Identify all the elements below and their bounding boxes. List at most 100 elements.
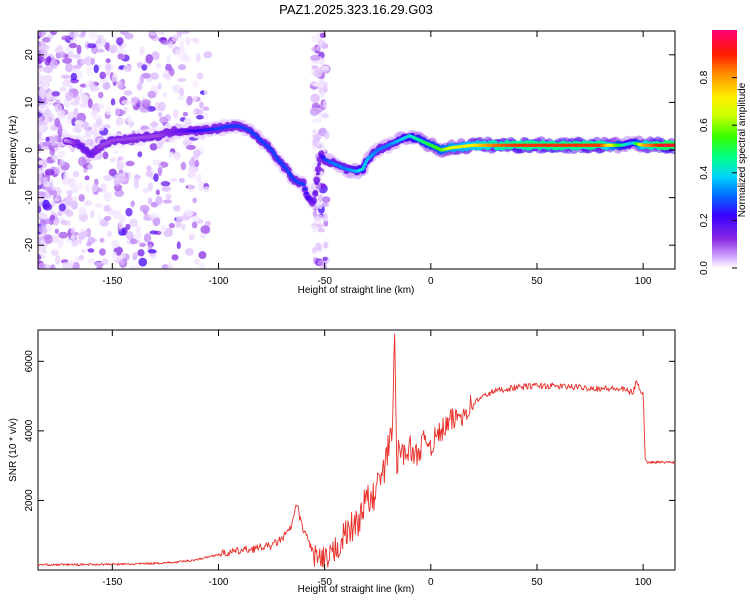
spectrogram-noise-blob bbox=[94, 261, 103, 267]
spectrogram-noise-blob bbox=[58, 203, 66, 212]
spectrogram-noise-blob bbox=[85, 65, 94, 76]
x-tick-label: -150 bbox=[102, 577, 122, 588]
spectrogram-noise-blob bbox=[114, 189, 125, 197]
spectrogram-noise-blob bbox=[139, 74, 144, 85]
spectrogram-ridge-core bbox=[313, 191, 318, 195]
spectrogram-noise-blob bbox=[38, 58, 42, 65]
spectrogram-noise-blob bbox=[176, 31, 182, 38]
spectrogram-noise-blob bbox=[84, 175, 90, 181]
spectrogram-noise-blob bbox=[68, 42, 78, 49]
spectrogram-noise-blob bbox=[116, 162, 124, 170]
spectrogram-noise-blob bbox=[46, 100, 53, 107]
spectrogram-noise-blob bbox=[147, 249, 157, 254]
spectrogram-noise-blob bbox=[72, 64, 82, 70]
spectrogram-noise-blob bbox=[70, 72, 78, 81]
spectrogram-noise-blob bbox=[175, 49, 182, 56]
spectrogram-noise-blob bbox=[61, 177, 69, 185]
spectrogram-noise-blob bbox=[196, 114, 204, 120]
spectrogram-noise-blob bbox=[152, 216, 161, 227]
spectrogram-noise-blob bbox=[311, 65, 318, 70]
spectrogram-noise-blob bbox=[42, 141, 52, 147]
spectrogram-noise-blob bbox=[97, 91, 104, 99]
spectrogram-noise-blob bbox=[173, 205, 181, 212]
spectrogram-noise-blob bbox=[116, 80, 124, 89]
spectrogram-noise-blob bbox=[69, 38, 78, 45]
x-tick-label: 0 bbox=[428, 276, 434, 287]
spectrogram-noise-blob bbox=[317, 38, 325, 47]
spectrogram-noise-blob bbox=[157, 167, 163, 177]
spectrogram-noise-blob bbox=[38, 225, 47, 233]
spectrogram-noise-blob bbox=[85, 184, 90, 193]
spectrogram-noise-blob bbox=[87, 238, 98, 243]
chart-title: PAZ1.2025.323.16.29.G03 bbox=[279, 2, 433, 17]
spectrogram-noise-blob bbox=[196, 53, 201, 63]
spectrogram-noise-blob bbox=[150, 122, 160, 127]
spectrogram-noise-blob bbox=[115, 116, 124, 126]
spectrogram-noise-blob bbox=[83, 56, 94, 66]
spectrogram-noise-blob bbox=[138, 257, 148, 267]
spectrogram-noise-blob bbox=[149, 230, 158, 235]
spectrogram-noise-blob bbox=[62, 80, 72, 87]
spectrogram-noise-blob bbox=[180, 215, 190, 221]
spectrogram-noise-blob bbox=[49, 59, 59, 70]
spectrogram-noise-blob bbox=[129, 238, 138, 245]
spectrogram-noise-blob bbox=[310, 34, 321, 43]
top-x-axis-label: Height of straight line (km) bbox=[298, 285, 415, 296]
colorbar-tick-label: 0.6 bbox=[699, 118, 710, 132]
spectrogram-noise-blob bbox=[44, 168, 55, 176]
spectrogram-noise-blob bbox=[177, 94, 185, 101]
spectrogram-noise-blob bbox=[130, 96, 140, 103]
spectrogram-noise-blob bbox=[312, 248, 317, 255]
spectrogram-noise-blob bbox=[317, 194, 324, 202]
spectrogram-noise-blob bbox=[314, 242, 323, 251]
spectrogram-noise-blob bbox=[118, 222, 124, 230]
x-tick-label: 100 bbox=[635, 577, 652, 588]
spectrogram-noise-blob bbox=[121, 99, 131, 106]
spectrogram-noise-blob bbox=[160, 224, 167, 233]
spectrogram-noise-blob bbox=[54, 47, 63, 54]
spectrogram-noise-blob bbox=[95, 203, 103, 208]
colorbar-tick-label: 0.0 bbox=[699, 261, 710, 275]
spectrogram-noise-blob bbox=[41, 249, 47, 254]
snr-panel: -150 -100 -50 0 50 100 2000 4000 6000 Height of… bbox=[8, 329, 676, 595]
spectrogram-ridge-core bbox=[312, 200, 317, 204]
spectrogram-noise-blob bbox=[130, 200, 135, 206]
spectrogram-noise-blob bbox=[96, 187, 103, 192]
spectrogram-noise-blob bbox=[38, 262, 47, 269]
spectrogram-noise-blob bbox=[125, 160, 135, 167]
spectrogram-noise-blob bbox=[142, 187, 150, 194]
spectrogram-noise-blob bbox=[186, 144, 196, 150]
spectrogram-noise-blob bbox=[147, 182, 154, 192]
bottom-x-axis-label: Height of straight line (km) bbox=[298, 584, 415, 595]
spectrogram-noise-blob bbox=[312, 210, 318, 218]
spectrogram-noise-blob bbox=[57, 151, 66, 159]
spectrogram-noise-blob bbox=[56, 109, 66, 118]
colorbar-label: Normalized spectral amplitude bbox=[737, 82, 748, 217]
spectrogram-noise-blob bbox=[44, 57, 51, 66]
spectrogram-noise-blob bbox=[309, 107, 320, 116]
spectrogram-noise-blob bbox=[198, 262, 206, 269]
spectrogram-noise-blob bbox=[203, 89, 209, 96]
spectrogram-noise-blob bbox=[97, 215, 102, 222]
spectrogram-noise-blob bbox=[157, 101, 166, 112]
spectrogram-noise-blob bbox=[317, 223, 324, 229]
spectrogram-noise-blob bbox=[173, 84, 182, 94]
spectrogram-noise-blob bbox=[194, 159, 200, 168]
y-tick-label: -20 bbox=[24, 238, 35, 253]
spectrogram-noise-blob bbox=[322, 212, 328, 222]
spectrogram-noise-blob bbox=[105, 106, 112, 116]
spectrogram-noise-blob bbox=[180, 31, 190, 35]
spectrogram-noise-blob bbox=[185, 37, 191, 46]
spectrogram-noise-blob bbox=[105, 67, 112, 77]
spectrogram-noise-blob bbox=[139, 108, 150, 113]
spectrogram-noise-blob bbox=[203, 186, 210, 192]
spectrogram-noise-blob bbox=[322, 196, 331, 203]
spectrogram-noise-blob bbox=[103, 191, 112, 202]
spectrogram-noise-blob bbox=[61, 219, 68, 226]
spectrogram-noise-blob bbox=[187, 165, 197, 176]
spectrogram-noise-blob bbox=[318, 113, 323, 122]
spectrogram-noise-blob bbox=[317, 199, 324, 210]
spectrogram-noise-blob bbox=[317, 260, 328, 267]
spectrogram-noise-blob bbox=[203, 111, 209, 121]
